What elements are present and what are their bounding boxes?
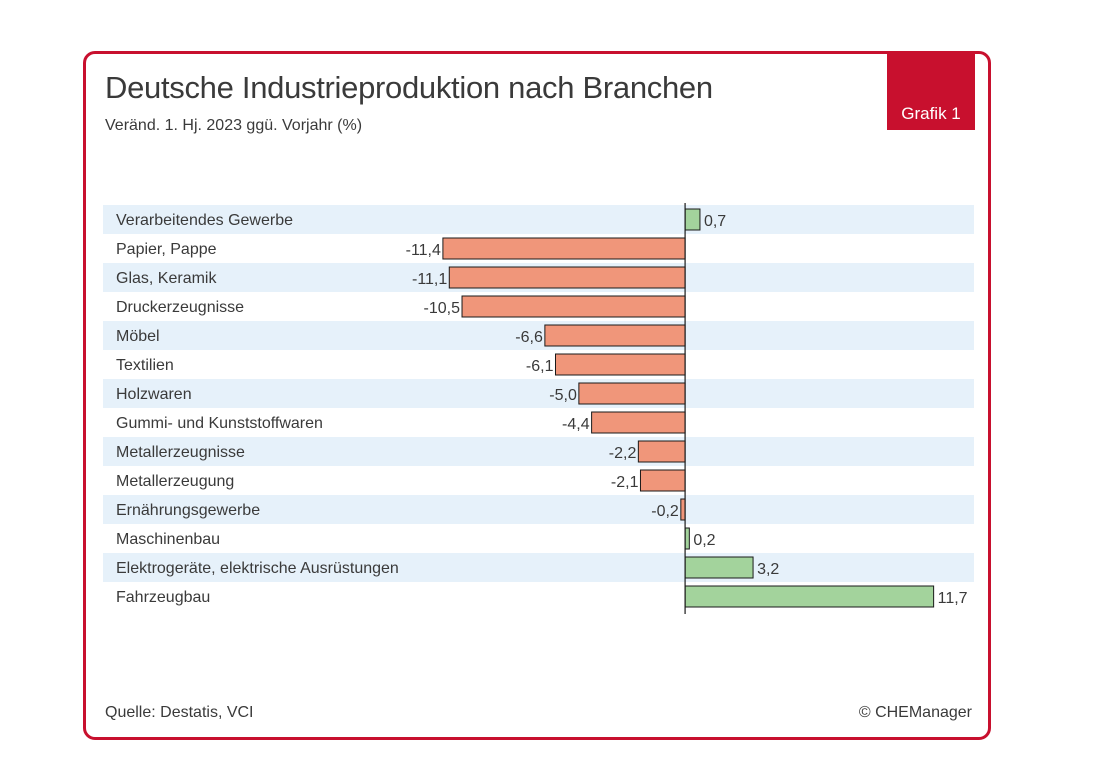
row-stripe xyxy=(103,495,974,524)
value-label: -6,6 xyxy=(515,329,543,346)
labels: Verarbeitendes Gewerbe 0,7 Papier, Pappe -1… xyxy=(116,212,968,607)
source-note: Quelle: Destatis, VCI xyxy=(105,704,254,721)
chart-title: Deutsche Industrieproduktion nach Branch… xyxy=(105,70,713,105)
bars xyxy=(442,208,935,608)
category-label: Metallerzeugung xyxy=(116,473,234,490)
bar xyxy=(461,295,686,318)
category-label: Metallerzeugnisse xyxy=(116,444,245,461)
category-label: Fahrzeugbau xyxy=(116,589,210,606)
value-label: -4,4 xyxy=(562,416,590,433)
value-label: -5,0 xyxy=(549,387,577,404)
value-label: -11,4 xyxy=(406,242,441,259)
category-label: Elektrogeräte, elektrische Ausrüstungen xyxy=(116,560,399,577)
category-label: Ernährungsgewerbe xyxy=(116,502,260,519)
category-label: Holzwaren xyxy=(116,386,192,403)
value-label: -0,2 xyxy=(651,503,679,520)
bar xyxy=(639,469,686,492)
category-label: Textilien xyxy=(116,357,174,374)
bar xyxy=(544,324,686,347)
value-label: -10,5 xyxy=(424,300,461,317)
row-stripe xyxy=(103,205,974,234)
value-label: -2,1 xyxy=(611,474,639,491)
bar xyxy=(554,353,686,376)
figure-badge: Grafik 1 xyxy=(887,51,975,130)
category-label: Glas, Keramik xyxy=(116,270,217,287)
bar xyxy=(684,556,754,579)
figure-badge-label: Grafik 1 xyxy=(901,104,961,123)
bar xyxy=(442,237,686,260)
category-label: Papier, Pappe xyxy=(116,241,217,258)
value-label: -2,2 xyxy=(609,445,637,462)
value-label: 0,7 xyxy=(704,213,726,230)
copyright-note: © CHEManager xyxy=(858,704,972,721)
value-label: 11,7 xyxy=(938,590,968,607)
row-stripes xyxy=(103,205,974,582)
value-label: -6,1 xyxy=(526,358,554,375)
bar xyxy=(684,585,935,608)
row-stripe xyxy=(103,321,974,350)
category-label: Möbel xyxy=(116,328,160,345)
bar xyxy=(591,411,686,434)
category-label: Maschinenbau xyxy=(116,531,220,548)
value-label: -11,1 xyxy=(412,271,447,288)
category-label: Verarbeitendes Gewerbe xyxy=(116,212,293,229)
row-stripe xyxy=(103,437,974,466)
bar xyxy=(684,208,701,231)
bar xyxy=(637,440,686,463)
bar xyxy=(680,498,686,521)
value-label: 3,2 xyxy=(757,561,779,578)
row-stripe xyxy=(103,553,974,582)
chart-subtitle: Veränd. 1. Hj. 2023 ggü. Vorjahr (%) xyxy=(105,117,363,134)
bar xyxy=(448,266,686,289)
value-label: 0,2 xyxy=(693,532,715,549)
bar xyxy=(684,527,690,550)
category-label: Druckerzeugnisse xyxy=(116,299,244,316)
category-label: Gummi- und Kunststoffwaren xyxy=(116,415,323,432)
row-stripe xyxy=(103,379,974,408)
bar xyxy=(578,382,686,405)
